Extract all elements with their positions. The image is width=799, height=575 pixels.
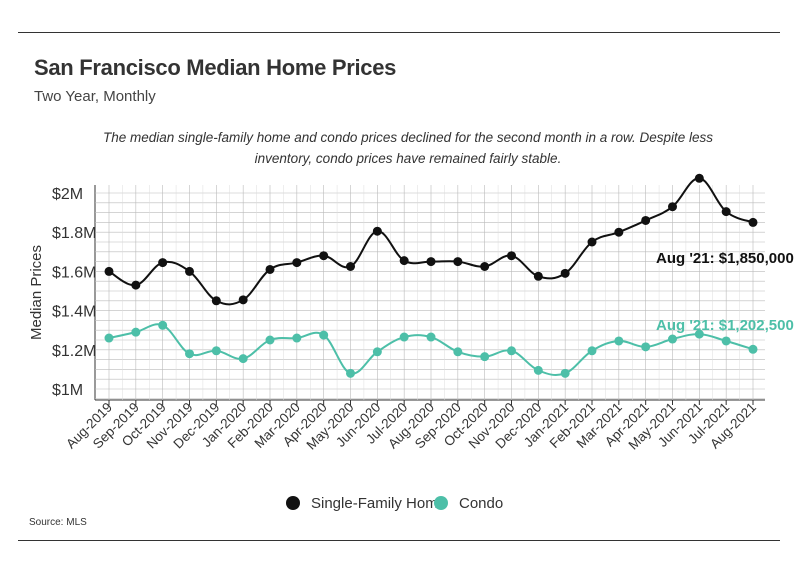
annotations: Aug '21: $1,850,000 Aug '21: $1,202,500	[656, 250, 794, 334]
data-point-single-family-home	[265, 264, 275, 274]
chart-title: San Francisco Median Home Prices	[34, 55, 397, 80]
data-point-single-family-home	[104, 266, 114, 276]
y-tick-label: $2M	[52, 186, 83, 203]
data-point-single-family-home	[211, 296, 221, 306]
data-point-single-family-home	[453, 257, 463, 267]
bottom-rule	[18, 540, 780, 541]
data-point-condo	[319, 330, 329, 340]
data-point-single-family-home	[238, 295, 248, 305]
data-point-single-family-home	[372, 226, 382, 236]
y-axis-title: Median Prices	[28, 245, 45, 340]
data-point-single-family-home	[614, 227, 624, 237]
data-point-single-family-home	[533, 271, 543, 281]
top-rule	[18, 32, 780, 33]
data-point-single-family-home	[587, 237, 597, 247]
data-point-single-family-home	[292, 258, 302, 268]
data-point-condo	[721, 336, 731, 346]
data-point-condo	[211, 346, 221, 356]
data-point-condo	[238, 354, 248, 364]
data-point-condo	[372, 347, 382, 357]
data-point-single-family-home	[668, 202, 677, 212]
data-point-single-family-home	[641, 215, 651, 225]
data-point-single-family-home	[131, 280, 141, 290]
legend: Single-Family Home Condo	[286, 495, 503, 512]
legend-swatch-single-family-home	[286, 496, 300, 510]
data-point-condo	[399, 332, 409, 342]
data-point-condo	[694, 329, 704, 339]
data-point-single-family-home	[721, 207, 731, 217]
y-tick-label: $1M	[52, 382, 83, 399]
data-point-single-family-home	[560, 268, 570, 278]
data-point-condo	[292, 333, 302, 343]
source-note: Source: MLS	[29, 517, 87, 528]
data-point-condo	[587, 346, 597, 356]
data-point-single-family-home	[346, 262, 355, 271]
x-axis: Aug-2019Sep-2019Oct-2019Nov-2019Dec-2019…	[63, 400, 759, 453]
data-point-condo	[748, 344, 758, 354]
data-point-condo	[185, 349, 194, 359]
data-point-condo	[453, 347, 463, 357]
legend-label-condo: Condo	[459, 495, 503, 512]
data-point-condo	[265, 335, 275, 345]
y-tick-label: $1.8M	[52, 225, 96, 242]
data-point-condo	[668, 334, 677, 344]
legend-swatch-condo	[434, 496, 448, 510]
data-point-condo	[641, 342, 651, 352]
data-point-single-family-home	[694, 173, 704, 183]
data-point-single-family-home	[319, 251, 329, 261]
series-points	[104, 173, 758, 378]
data-point-condo	[104, 333, 114, 343]
annotation-single-family: Aug '21: $1,850,000	[656, 250, 794, 267]
data-point-condo	[426, 332, 436, 342]
annotation-condo: Aug '21: $1,202,500	[656, 317, 794, 334]
chart-description: The median single-family home and condo …	[102, 130, 714, 166]
data-point-condo	[480, 352, 490, 362]
chart-grid	[94, 185, 765, 401]
y-tick-label: $1.6M	[52, 264, 96, 281]
data-point-condo	[158, 320, 168, 330]
y-axis: $1M $1.2M $1.4M $1.6M $1.8M $2M Median Prices	[28, 186, 96, 399]
chart-subtitle: Two Year, Monthly	[34, 88, 156, 105]
data-point-condo	[131, 327, 141, 337]
data-point-single-family-home	[185, 266, 194, 276]
data-point-single-family-home	[158, 258, 168, 268]
data-point-single-family-home	[480, 262, 490, 271]
data-point-single-family-home	[748, 217, 758, 227]
data-point-single-family-home	[399, 256, 409, 266]
data-point-condo	[614, 336, 624, 346]
data-point-condo	[507, 346, 516, 356]
data-point-condo	[346, 368, 355, 378]
y-tick-label: $1.2M	[52, 343, 96, 360]
data-point-condo	[560, 368, 570, 378]
legend-label-single-family-home: Single-Family Home	[311, 495, 446, 512]
data-point-single-family-home	[507, 251, 516, 261]
y-tick-label: $1.4M	[52, 304, 96, 321]
data-point-single-family-home	[426, 257, 436, 267]
data-point-condo	[533, 365, 543, 375]
